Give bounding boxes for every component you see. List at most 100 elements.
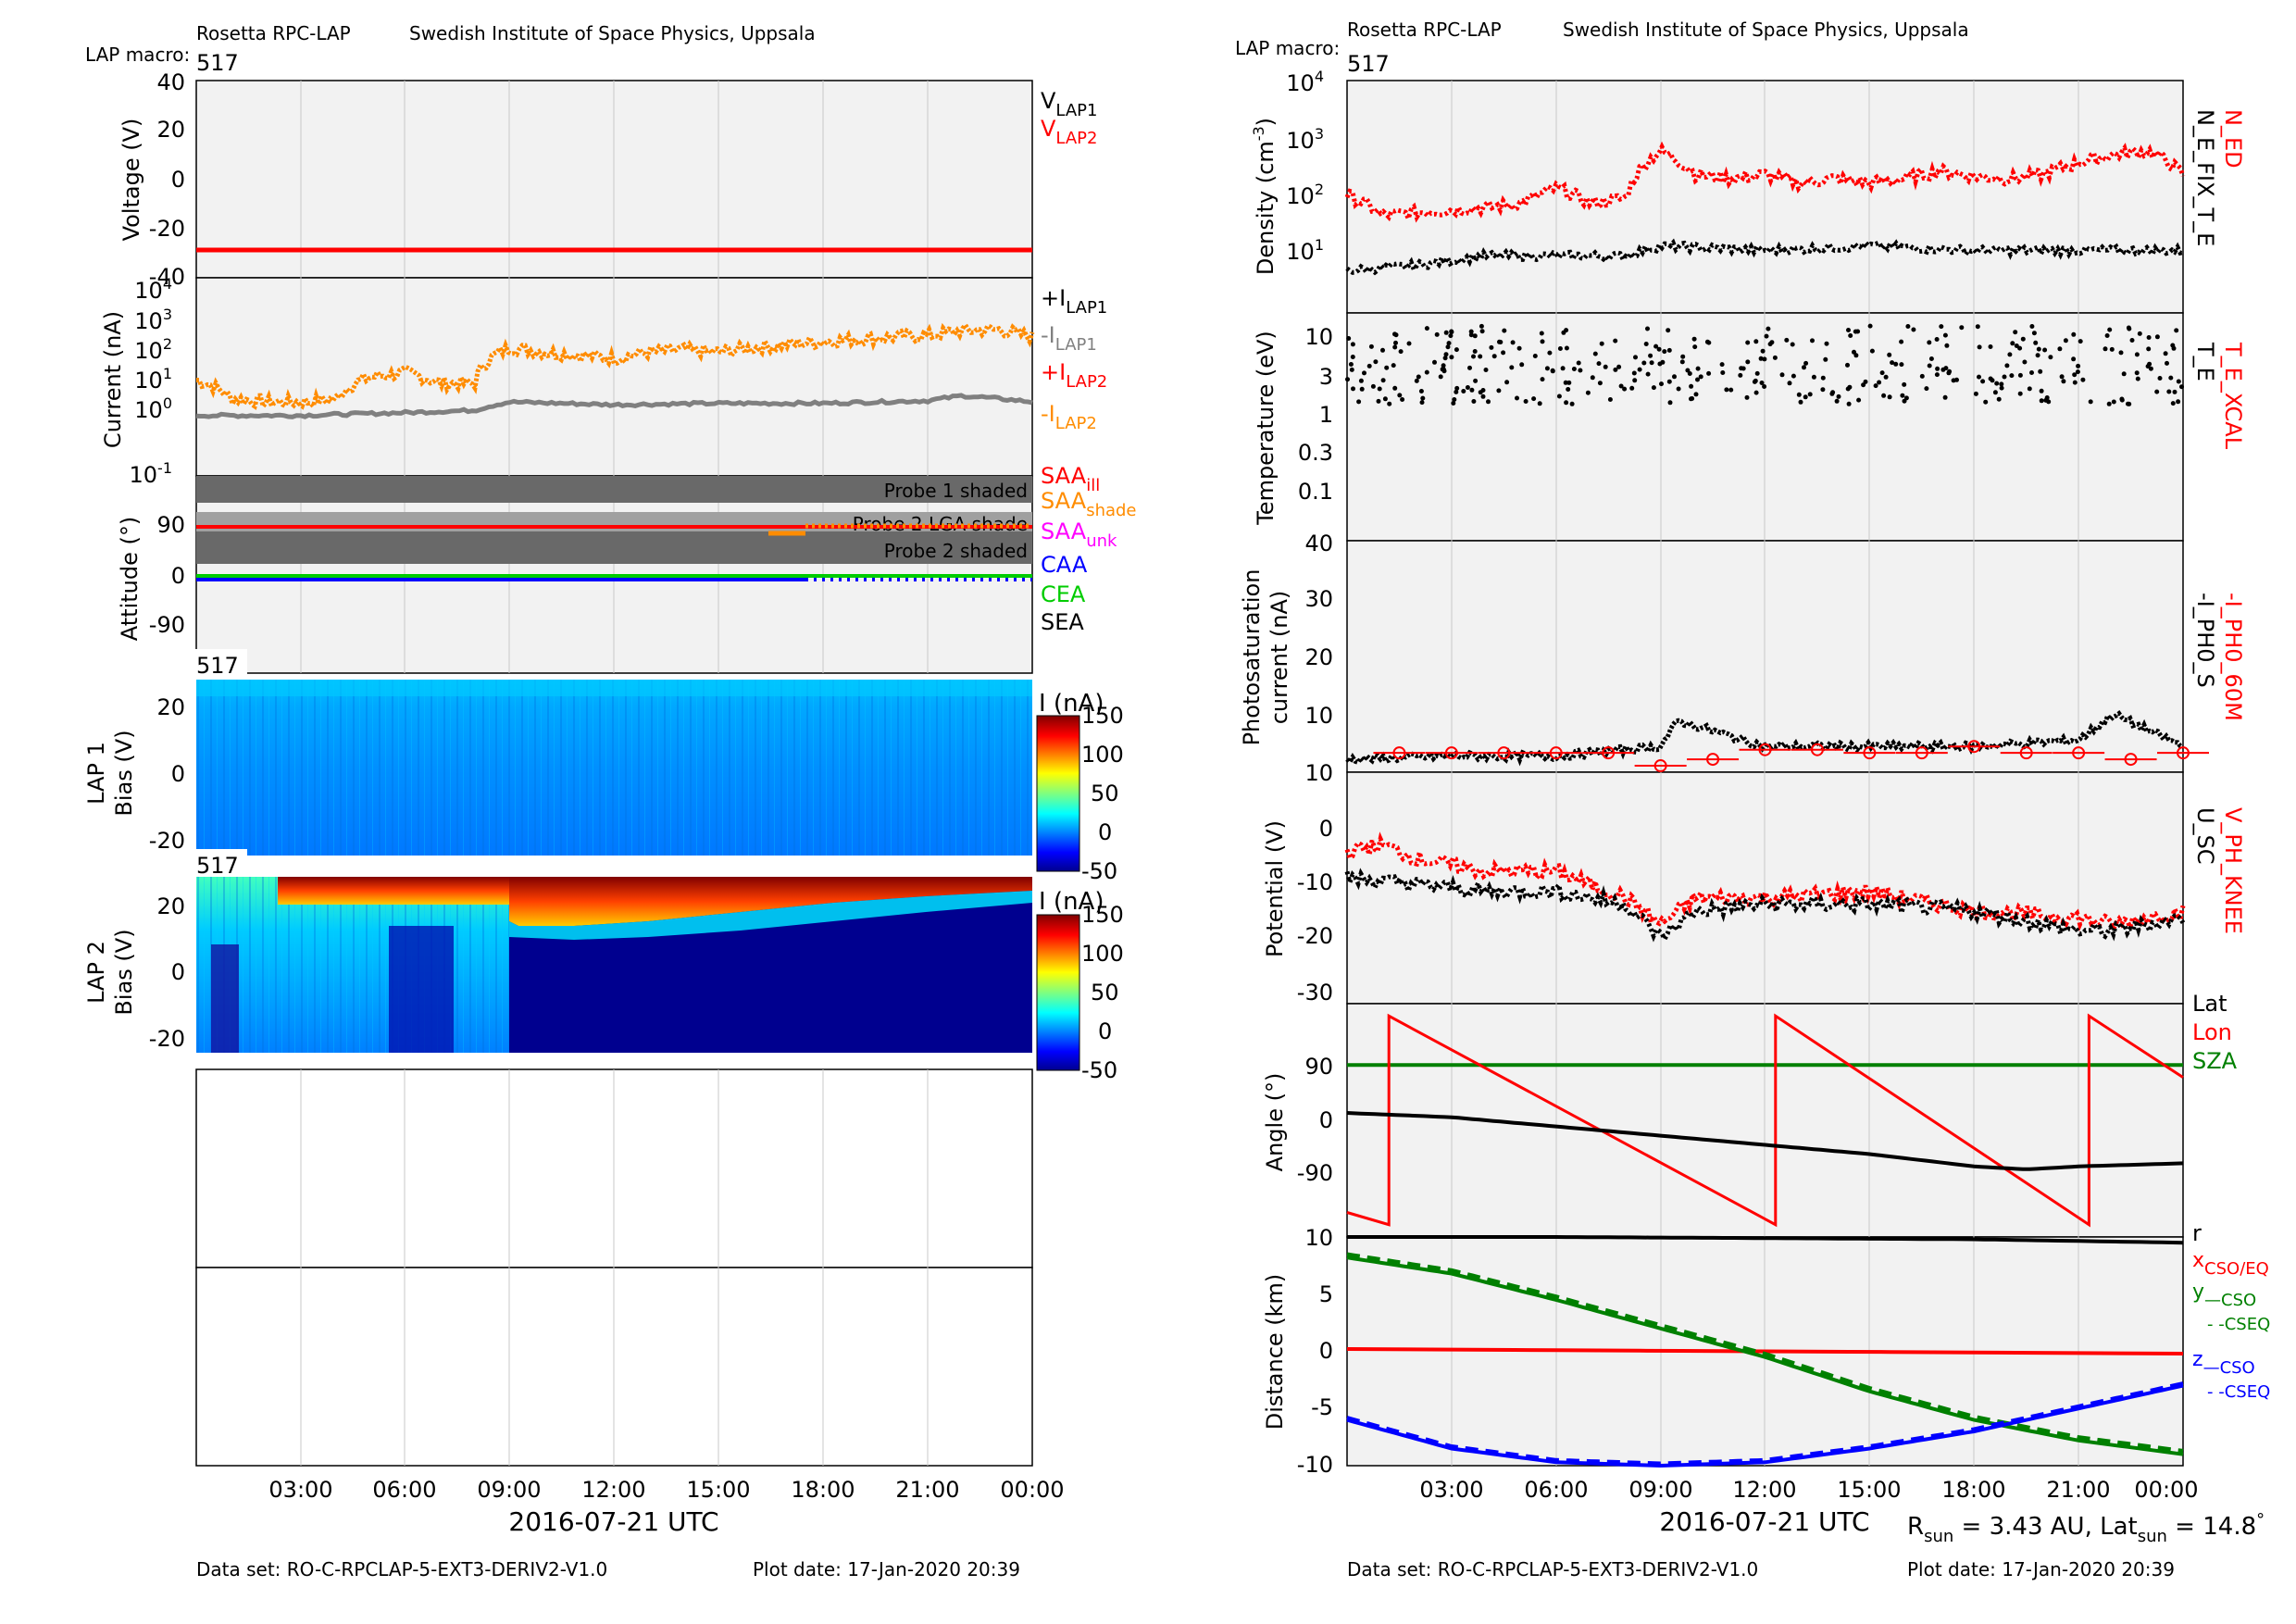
right-vertical-gridlines bbox=[1451, 81, 2079, 1466]
temperature-point bbox=[1618, 383, 1624, 389]
voltage-legend-vlap2: VLAP2 bbox=[1041, 116, 1097, 148]
temperature-point bbox=[1883, 374, 1889, 380]
temperature-point bbox=[1902, 381, 1907, 387]
current-ytick: 101 bbox=[134, 365, 172, 394]
temperature-point bbox=[1680, 354, 1686, 359]
temperature-point bbox=[1935, 366, 1940, 371]
temperature-point bbox=[1934, 337, 1940, 342]
temperature-point bbox=[1414, 378, 1419, 383]
photosat-ytick: 10 bbox=[1304, 703, 1333, 729]
temperature-point bbox=[1739, 366, 1744, 371]
temperature-point bbox=[2109, 346, 2115, 352]
temperature-point bbox=[2042, 347, 2048, 353]
temperature-point bbox=[1540, 339, 1545, 344]
density-n-e-fix-series bbox=[1345, 238, 2184, 277]
temperature-point bbox=[1695, 377, 1700, 382]
temperature-point bbox=[1754, 370, 1760, 376]
density-ytick: 103 bbox=[1286, 125, 1324, 154]
temperature-point bbox=[1585, 390, 1591, 395]
distance-legend-z: z—CSO bbox=[2192, 1348, 2255, 1378]
temperature-point bbox=[1550, 368, 1555, 373]
temperature-point bbox=[1666, 328, 1671, 333]
temperature-point bbox=[1349, 367, 1354, 372]
temperature-point bbox=[2063, 338, 2068, 344]
temperature-point bbox=[1934, 372, 1940, 378]
voltage-ytick: 40 bbox=[156, 69, 185, 95]
temperature-point bbox=[1695, 366, 1701, 371]
temperature-ylabel: Temperature (eV) bbox=[1253, 331, 1279, 526]
temperature-point bbox=[1692, 344, 1698, 350]
density-panel: 104 103 102 101 Density (cm-3) N_ED N_E_… bbox=[1250, 68, 2246, 277]
temperature-point bbox=[2071, 331, 2077, 337]
temperature-point bbox=[1629, 385, 1635, 391]
temperature-point bbox=[1590, 375, 1595, 381]
lap2-heatmap-panel: 517 20 0 -20 LAP 2 Bias (V) I (nA) 150 1… bbox=[83, 849, 1124, 1083]
temperature-point bbox=[1767, 342, 1773, 347]
temperature-point bbox=[2020, 336, 2026, 342]
distance-z-cso-series bbox=[1346, 1383, 2184, 1468]
temperature-point bbox=[1483, 368, 1489, 372]
temperature-point bbox=[1599, 341, 1604, 346]
temperature-point bbox=[1519, 362, 1525, 368]
left-footer-plotdate: Plot date: 17-Jan-2020 20:39 bbox=[753, 1558, 1020, 1580]
temperature-point bbox=[1899, 362, 1904, 368]
temperature-point bbox=[1988, 376, 1993, 381]
lap2-colorbar-tick: 100 bbox=[1081, 941, 1124, 967]
temperature-point bbox=[2076, 363, 2081, 369]
temperature-point bbox=[2036, 346, 2041, 352]
potential-ytick: -20 bbox=[1297, 923, 1333, 949]
temperature-point bbox=[1728, 387, 1734, 393]
temperature-point bbox=[1666, 379, 1672, 384]
temperature-point bbox=[1454, 385, 1460, 391]
temperature-point bbox=[1685, 368, 1691, 373]
temperature-point bbox=[1398, 349, 1404, 355]
temperature-point bbox=[1373, 359, 1379, 365]
temperature-point bbox=[1807, 392, 1813, 397]
temperature-point bbox=[1660, 359, 1666, 365]
voltage-ytick: -20 bbox=[149, 216, 185, 242]
left-xtick: 18:00 bbox=[791, 1477, 855, 1503]
temperature-point bbox=[2088, 399, 2093, 405]
temperature-point bbox=[1811, 374, 1816, 380]
temperature-point bbox=[1772, 355, 1778, 360]
temperature-point bbox=[2106, 401, 2112, 406]
voltage-ytick: 0 bbox=[171, 167, 185, 193]
temperature-point bbox=[2137, 331, 2142, 336]
attitude-legend-cea: CEA bbox=[1041, 581, 1086, 607]
temperature-point bbox=[1852, 349, 1856, 355]
temperature-point bbox=[1820, 375, 1826, 381]
temperature-point bbox=[1515, 395, 1519, 401]
temperature-point bbox=[1796, 392, 1802, 397]
temperature-point bbox=[2035, 353, 2040, 358]
temperature-ytick: 1 bbox=[1319, 402, 1333, 428]
temperature-point bbox=[2129, 338, 2135, 343]
lap1-macro-label: 517 bbox=[196, 653, 239, 679]
temperature-point bbox=[2014, 344, 2019, 348]
lap1-heatmap-texture bbox=[196, 680, 1032, 856]
temperature-point bbox=[1846, 401, 1852, 406]
temperature-point bbox=[1596, 361, 1602, 367]
left-xtick: 21:00 bbox=[895, 1477, 959, 1503]
temperature-point bbox=[1959, 325, 1965, 331]
left-xtick: 15:00 bbox=[686, 1477, 750, 1503]
lap1-colorbar-tick: -50 bbox=[1081, 858, 1117, 884]
temperature-point bbox=[1902, 398, 1907, 404]
temperature-point bbox=[1501, 350, 1506, 356]
temperature-point bbox=[1348, 362, 1354, 367]
lap2-colorbar-tick: -50 bbox=[1081, 1057, 1117, 1083]
current-ytick: 100 bbox=[134, 394, 172, 423]
density-side-label-nefix: N_E_FIX_T_E bbox=[2192, 109, 2218, 246]
temperature-point bbox=[1377, 386, 1382, 392]
density-ytick: 101 bbox=[1286, 236, 1324, 265]
distance-legend-y: y—CSO bbox=[2192, 1280, 2256, 1310]
temperature-point bbox=[1900, 393, 1905, 398]
temperature-point bbox=[1446, 341, 1452, 346]
current-ilap2-series bbox=[196, 320, 1035, 412]
lap2-heatmap-gap1 bbox=[211, 944, 239, 1053]
temperature-point bbox=[1759, 381, 1765, 385]
temperature-point bbox=[1547, 350, 1553, 356]
temperature-point bbox=[1391, 363, 1396, 369]
lap1-ytick: -20 bbox=[149, 828, 185, 854]
density-n-ed-series bbox=[1344, 141, 2186, 226]
